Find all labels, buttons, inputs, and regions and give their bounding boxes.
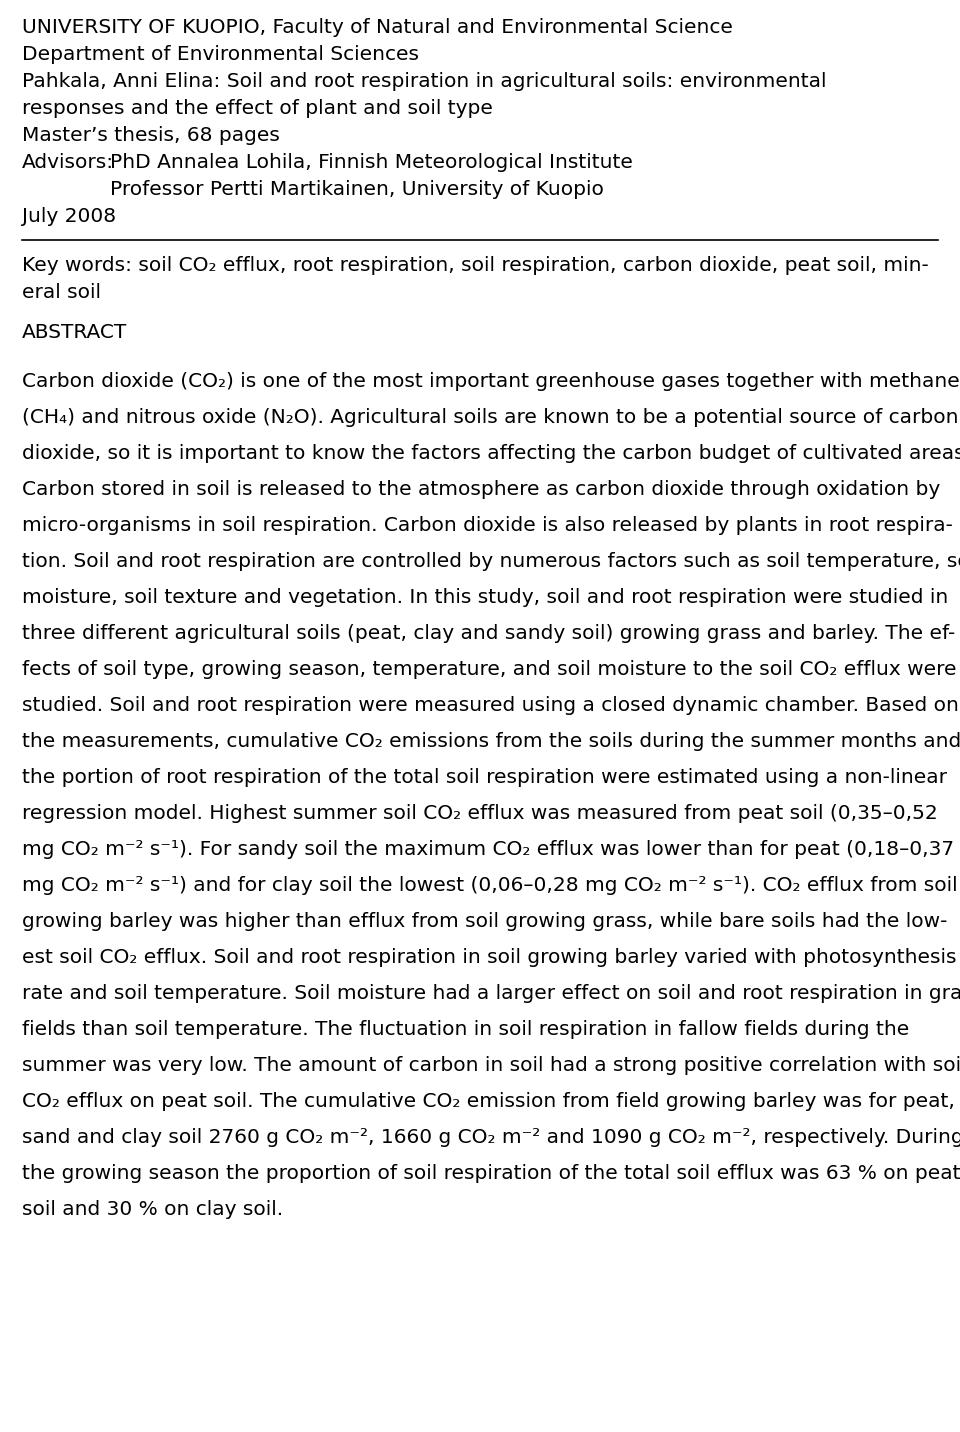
Text: soil and 30 % on clay soil.: soil and 30 % on clay soil. (22, 1200, 283, 1219)
Text: CO₂ efflux on peat soil. The cumulative CO₂ emission from field growing barley w: CO₂ efflux on peat soil. The cumulative … (22, 1093, 955, 1111)
Text: rate and soil temperature. Soil moisture had a larger effect on soil and root re: rate and soil temperature. Soil moisture… (22, 984, 960, 1002)
Text: ABSTRACT: ABSTRACT (22, 324, 128, 342)
Text: Department of Environmental Sciences: Department of Environmental Sciences (22, 44, 419, 64)
Text: Advisors:: Advisors: (22, 153, 114, 172)
Text: summer was very low. The amount of carbon in soil had a strong positive correlat: summer was very low. The amount of carbo… (22, 1055, 960, 1075)
Text: Master’s thesis, 68 pages: Master’s thesis, 68 pages (22, 126, 280, 145)
Text: PhD Annalea Lohila, Finnish Meteorological Institute: PhD Annalea Lohila, Finnish Meteorologic… (110, 153, 633, 172)
Text: mg CO₂ m⁻² s⁻¹) and for clay soil the lowest (0,06–0,28 mg CO₂ m⁻² s⁻¹). CO₂ eff: mg CO₂ m⁻² s⁻¹) and for clay soil the lo… (22, 876, 958, 895)
Text: mg CO₂ m⁻² s⁻¹). For sandy soil the maximum CO₂ efflux was lower than for peat (: mg CO₂ m⁻² s⁻¹). For sandy soil the maxi… (22, 841, 954, 859)
Text: moisture, soil texture and vegetation. In this study, soil and root respiration : moisture, soil texture and vegetation. I… (22, 589, 948, 607)
Text: (CH₄) and nitrous oxide (N₂O). Agricultural soils are known to be a potential so: (CH₄) and nitrous oxide (N₂O). Agricultu… (22, 408, 958, 427)
Text: dioxide, so it is important to know the factors affecting the carbon budget of c: dioxide, so it is important to know the … (22, 444, 960, 463)
Text: the measurements, cumulative CO₂ emissions from the soils during the summer mont: the measurements, cumulative CO₂ emissio… (22, 732, 960, 752)
Text: studied. Soil and root respiration were measured using a closed dynamic chamber.: studied. Soil and root respiration were … (22, 696, 959, 715)
Text: three different agricultural soils (peat, clay and sandy soil) growing grass and: three different agricultural soils (peat… (22, 624, 955, 643)
Text: responses and the effect of plant and soil type: responses and the effect of plant and so… (22, 99, 492, 117)
Text: the growing season the proportion of soil respiration of the total soil efflux w: the growing season the proportion of soi… (22, 1164, 960, 1183)
Text: est soil CO₂ efflux. Soil and root respiration in soil growing barley varied wit: est soil CO₂ efflux. Soil and root respi… (22, 948, 956, 967)
Text: growing barley was higher than efflux from soil growing grass, while bare soils : growing barley was higher than efflux fr… (22, 912, 948, 931)
Text: Pahkala, Anni Elina: Soil and root respiration in agricultural soils: environmen: Pahkala, Anni Elina: Soil and root respi… (22, 72, 827, 92)
Text: micro-organisms in soil respiration. Carbon dioxide is also released by plants i: micro-organisms in soil respiration. Car… (22, 516, 953, 536)
Text: sand and clay soil 2760 g CO₂ m⁻², 1660 g CO₂ m⁻² and 1090 g CO₂ m⁻², respective: sand and clay soil 2760 g CO₂ m⁻², 1660 … (22, 1128, 960, 1147)
Text: Key words: soil CO₂ efflux, root respiration, soil respiration, carbon dioxide, : Key words: soil CO₂ efflux, root respira… (22, 256, 928, 275)
Text: regression model. Highest summer soil CO₂ efflux was measured from peat soil (0,: regression model. Highest summer soil CO… (22, 805, 938, 823)
Text: Professor Pertti Martikainen, University of Kuopio: Professor Pertti Martikainen, University… (110, 180, 604, 199)
Text: fects of soil type, growing season, temperature, and soil moisture to the soil C: fects of soil type, growing season, temp… (22, 660, 956, 679)
Text: Carbon dioxide (CO₂) is one of the most important greenhouse gases together with: Carbon dioxide (CO₂) is one of the most … (22, 372, 960, 391)
Text: July 2008: July 2008 (22, 208, 116, 226)
Text: UNIVERSITY OF KUOPIO, Faculty of Natural and Environmental Science: UNIVERSITY OF KUOPIO, Faculty of Natural… (22, 19, 732, 37)
Text: tion. Soil and root respiration are controlled by numerous factors such as soil : tion. Soil and root respiration are cont… (22, 553, 960, 571)
Text: eral soil: eral soil (22, 284, 101, 302)
Text: the portion of root respiration of the total soil respiration were estimated usi: the portion of root respiration of the t… (22, 768, 947, 788)
Text: Carbon stored in soil is released to the atmosphere as carbon dioxide through ox: Carbon stored in soil is released to the… (22, 480, 940, 500)
Text: fields than soil temperature. The fluctuation in soil respiration in fallow fiel: fields than soil temperature. The fluctu… (22, 1020, 909, 1040)
